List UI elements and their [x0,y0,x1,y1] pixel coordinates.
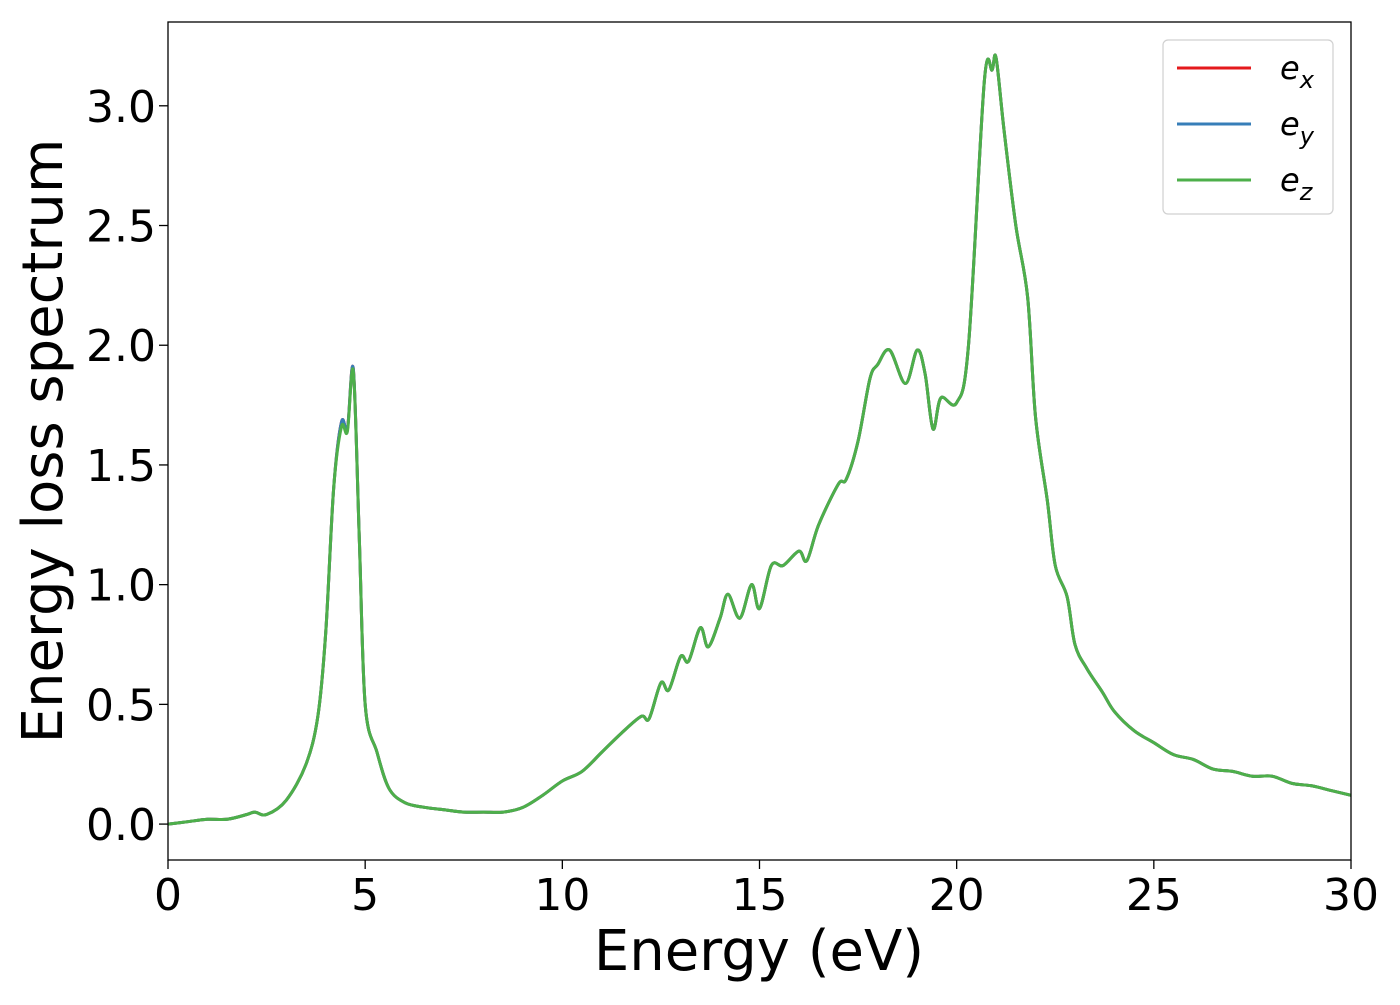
series-line-ez [168,53,1351,826]
y-axis-title: Energy loss spectrum [11,139,76,744]
x-tick-label: 25 [1126,870,1182,921]
x-tick-label: 15 [732,870,788,921]
y-axis-ticks: 0.0 0.5 1.0 1.5 2.0 2.5 3.0 [86,82,168,851]
legend-label-ez: ez [1280,161,1314,206]
y-tick-label: 2.5 [86,202,156,253]
x-axis-ticks: 0 5 10 15 20 25 30 [154,860,1379,921]
x-tick-label: 10 [534,870,590,921]
legend-label-ey: ey [1280,105,1315,150]
y-tick-label: 0.0 [86,800,156,851]
legend: ex ey ez [1162,39,1334,215]
x-tick-label: 30 [1323,870,1379,921]
y-tick-label: 2.0 [86,321,156,372]
x-tick-label: 5 [351,870,379,921]
y-tick-label: 0.5 [86,680,156,731]
x-tick-label: 20 [929,870,985,921]
x-tick-label: 0 [154,870,182,921]
series-layer [168,53,1351,826]
y-tick-label: 1.5 [86,441,156,492]
y-tick-label: 3.0 [86,82,156,133]
y-tick-label: 1.0 [86,561,156,612]
legend-box [1162,39,1334,215]
legend-label-ex: ex [1280,49,1315,94]
x-axis-title: Energy (eV) [594,919,924,984]
